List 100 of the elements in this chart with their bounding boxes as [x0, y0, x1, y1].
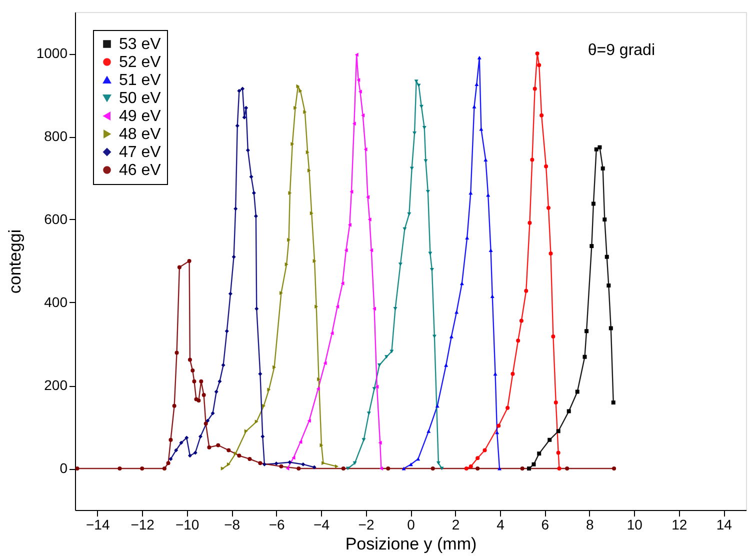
point: [316, 386, 320, 391]
point: [366, 195, 370, 200]
point: [414, 80, 418, 84]
point: [548, 252, 553, 256]
point: [218, 379, 222, 384]
point: [535, 52, 540, 56]
point: [520, 466, 524, 470]
x-tick-label: −4: [314, 516, 330, 532]
point: [566, 409, 571, 414]
point: [479, 127, 484, 131]
legend-label: 49 eV: [119, 108, 162, 125]
point: [602, 218, 607, 222]
x-tick-label: 8: [586, 516, 594, 532]
y-tick-label: 1000: [36, 45, 68, 61]
point: [379, 466, 383, 470]
point: [398, 262, 402, 266]
point: [287, 238, 291, 242]
point: [519, 318, 524, 323]
point: [354, 52, 358, 57]
point: [310, 211, 314, 216]
point: [221, 363, 226, 368]
x-tick-label: 6: [541, 516, 550, 532]
point: [524, 288, 528, 293]
point: [472, 104, 476, 108]
point: [184, 436, 189, 440]
point: [288, 460, 292, 464]
point: [168, 438, 173, 442]
point: [174, 448, 178, 452]
point: [426, 429, 431, 433]
point: [495, 430, 500, 434]
point: [202, 393, 206, 398]
point: [248, 456, 252, 461]
x-tick-label: 12: [672, 516, 688, 532]
point: [444, 363, 448, 367]
point: [600, 166, 605, 170]
point: [362, 438, 366, 442]
point: [254, 214, 258, 218]
point: [118, 466, 122, 470]
point: [199, 379, 204, 384]
point: [226, 448, 231, 452]
x-tick-label: 4: [496, 516, 505, 532]
point: [193, 450, 198, 455]
point: [476, 456, 480, 460]
point: [174, 350, 179, 355]
x-tick-label: −12: [130, 516, 155, 532]
y-tick-label: 200: [44, 377, 68, 393]
point: [228, 292, 232, 296]
point: [254, 306, 259, 311]
point: [372, 306, 376, 311]
point: [465, 236, 470, 240]
point: [242, 115, 246, 120]
x-tick-label: −6: [268, 516, 285, 532]
point: [246, 148, 250, 152]
point: [334, 464, 338, 468]
point: [546, 206, 550, 210]
point: [556, 450, 560, 455]
point: [407, 212, 412, 216]
y-tick-label: 400: [44, 294, 68, 310]
point: [575, 390, 580, 394]
point: [582, 354, 587, 359]
point: [506, 406, 510, 410]
point: [296, 466, 301, 470]
point: [234, 206, 238, 211]
x-tick-label: 2: [452, 516, 460, 532]
point: [190, 368, 195, 373]
point: [306, 150, 310, 154]
point: [430, 268, 434, 272]
point: [188, 454, 192, 458]
point: [348, 222, 352, 227]
point: [598, 145, 602, 150]
point: [168, 456, 173, 461]
point: [196, 398, 201, 402]
point: [320, 443, 324, 448]
point: [240, 86, 245, 91]
point: [384, 355, 389, 359]
annotation: θ=9 gradi: [588, 42, 655, 59]
point: [249, 174, 254, 179]
point: [192, 379, 196, 384]
point: [162, 466, 166, 470]
point: [224, 329, 229, 334]
x-axis-title: Posizione y (mm): [345, 534, 477, 554]
point: [532, 86, 537, 91]
point: [279, 464, 284, 468]
point: [482, 448, 487, 452]
point: [516, 338, 520, 343]
point: [584, 329, 589, 334]
legend-label: 46 eV: [119, 162, 162, 179]
point: [166, 461, 170, 466]
point: [262, 404, 266, 408]
point: [226, 462, 230, 466]
x-tick-label: 10: [626, 516, 643, 532]
point: [267, 388, 271, 392]
point: [477, 56, 482, 60]
point: [177, 265, 182, 270]
point: [528, 220, 532, 225]
point: [237, 88, 242, 93]
point: [258, 461, 262, 466]
point: [464, 466, 468, 470]
point: [393, 306, 398, 310]
point: [298, 88, 302, 93]
